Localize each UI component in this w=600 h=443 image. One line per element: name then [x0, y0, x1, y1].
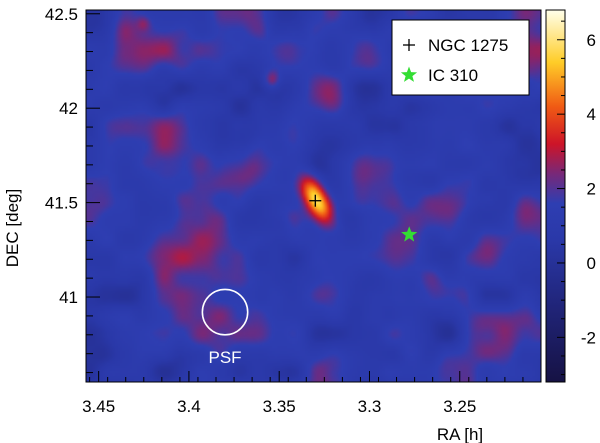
x-axis-label: RA [h] — [437, 425, 483, 443]
legend: NGC 1275 IC 310 — [391, 19, 530, 96]
y-axis-label: DEC [deg] — [3, 189, 22, 267]
x-tick-label: 3.35 — [263, 397, 296, 416]
colorbar-tick-label: 6 — [587, 31, 596, 50]
psf-circle — [201, 288, 249, 336]
legend-entry-ngc1275: NGC 1275 — [428, 36, 508, 55]
y-axis: 41 41.5 42 42.5 — [45, 5, 100, 374]
ic310-star-marker — [401, 226, 418, 242]
ngc1275-cross-marker — [309, 194, 322, 207]
legend-star-icon — [400, 66, 418, 82]
colorbar-tick-label: -2 — [581, 328, 596, 347]
colorbar-tick-label: 4 — [587, 105, 596, 124]
legend-box — [391, 19, 530, 96]
plot-frame — [85, 9, 542, 383]
y-tick-label: 42 — [59, 99, 78, 118]
y-tick-label: 41.5 — [45, 194, 78, 213]
legend-entry-ic310: IC 310 — [428, 66, 478, 85]
x-tick-label: 3.45 — [82, 397, 115, 416]
y-tick-label: 42.5 — [45, 5, 78, 24]
x-tick-label: 3.3 — [358, 397, 382, 416]
psf-marker: PSF — [201, 288, 249, 367]
colorbar-ticks: -2 0 2 4 6 — [557, 20, 596, 376]
colorbar-tick-label: 2 — [587, 180, 596, 199]
psf-label: PSF — [208, 348, 241, 367]
colorbar: -2 0 2 4 6 — [545, 9, 596, 383]
y-tick-label: 41 — [59, 288, 78, 307]
colorbar-gradient — [545, 9, 566, 383]
colorbar-tick-label: 0 — [587, 254, 596, 273]
legend-cross-icon — [403, 39, 415, 51]
x-tick-label: 3.25 — [443, 397, 476, 416]
x-tick-label: 3.4 — [177, 397, 201, 416]
source-markers — [309, 194, 418, 242]
x-axis: 3.45 3.4 3.35 3.3 3.25 — [82, 371, 542, 416]
